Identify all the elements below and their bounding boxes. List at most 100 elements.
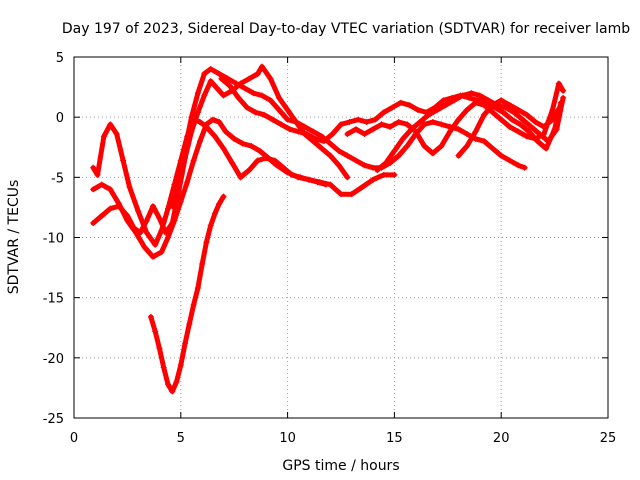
data-point [113,131,120,138]
data-point [216,200,223,207]
data-point [188,114,195,121]
data-point [211,210,218,217]
data-point [519,116,526,123]
data-point [515,128,522,135]
data-point [318,145,325,152]
data-point [175,176,182,183]
data-point [286,126,293,133]
data-point [338,121,344,128]
data-point [231,135,238,142]
data-point [224,75,231,82]
data-point [327,152,334,159]
data-point [446,128,453,135]
data-point [555,80,562,87]
data-point [130,224,137,231]
data-point [523,111,530,118]
data-point [327,181,334,188]
data-point [506,157,513,164]
data-point [107,121,114,128]
data-point [169,203,176,210]
data-point [152,328,159,335]
data-point [203,121,210,128]
data-point [126,183,133,190]
data-point [558,102,565,109]
data-point [429,150,436,157]
data-point [197,118,204,125]
data-point [184,179,191,186]
data-point [329,131,336,138]
data-point [233,80,240,87]
data-point [164,205,171,212]
data-point [256,147,263,154]
data-point [517,121,524,128]
data-point [301,123,308,130]
data-point [246,167,253,174]
data-point [305,176,312,183]
x-tick-label: 25 [600,431,617,446]
x-tick-label: 0 [70,431,78,446]
data-point [543,145,550,152]
data-point [412,128,419,135]
data-point [211,133,218,140]
y-tick-label: 5 [56,51,64,66]
data-point [438,121,445,128]
data-point [295,128,302,135]
data-point [363,118,370,125]
data-point [414,106,421,113]
data-point [506,102,513,109]
data-point [451,97,458,104]
data-point [442,102,449,109]
series-track-4 [169,66,528,210]
data-point [164,234,171,241]
data-point [216,70,223,77]
data-point [137,229,144,236]
data-point [169,220,176,227]
data-point [370,164,377,171]
data-point [532,135,539,142]
data-point [169,388,176,395]
data-point [143,229,150,236]
data-point [252,109,259,116]
data-point [545,138,552,145]
data-point [120,157,127,164]
data-point [515,106,522,113]
data-point [98,181,105,188]
data-point [395,118,402,125]
data-point [549,116,556,123]
data-point [312,135,319,142]
data-point [239,140,246,147]
data-point [218,75,225,82]
data-point [276,106,283,113]
data-point [536,131,543,138]
data-point [434,106,441,113]
data-point [267,75,274,82]
data-point [160,364,167,371]
data-point [528,123,535,130]
data-point [464,131,471,138]
data-point [399,135,406,142]
data-point [220,92,227,99]
data-point [344,131,351,138]
data-point [250,90,257,97]
data-point [372,116,379,123]
data-point [506,123,513,130]
data-point [216,118,223,125]
data-point [248,143,255,150]
data-point [344,152,351,159]
data-point [348,191,355,198]
data-point [295,174,302,181]
data-point [267,97,274,104]
data-point [370,126,377,133]
data-point [438,143,445,150]
data-point [425,111,432,118]
data-point [404,121,411,128]
x-tick-label: 10 [279,431,296,446]
data-point [150,203,157,210]
data-point [521,164,528,171]
data-point [273,162,280,169]
data-point [378,121,385,128]
series-track-7 [374,90,567,174]
data-point [177,362,184,369]
data-point [276,94,283,101]
